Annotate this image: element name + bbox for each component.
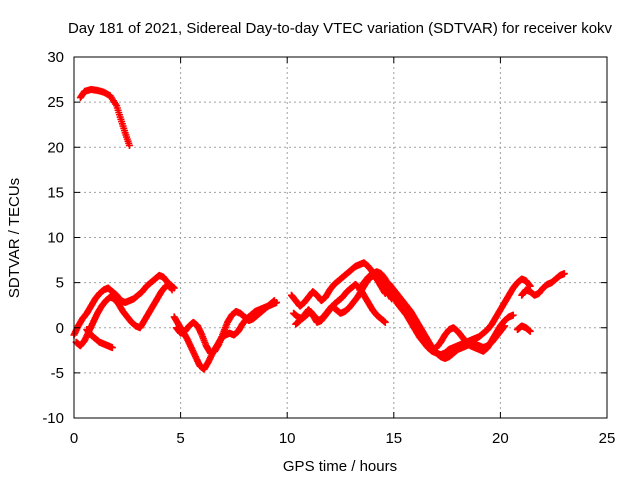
data-point (509, 311, 517, 319)
x-tick-label: 15 (385, 430, 402, 447)
y-tick-label: -5 (51, 365, 64, 382)
data-points (70, 85, 568, 373)
data-point (170, 284, 178, 292)
chart-title: Day 181 of 2021, Sidereal Day-to-day VTE… (68, 20, 613, 37)
series-track-2 (70, 271, 176, 339)
x-tick-label: 0 (70, 430, 78, 447)
series-track-12 (420, 311, 517, 355)
x-tick-label: 25 (599, 430, 616, 447)
y-tick-label: 25 (47, 94, 64, 111)
y-tick-label: -10 (42, 410, 64, 427)
series-track-1 (76, 85, 133, 149)
series-track-3 (72, 280, 178, 350)
x-tick-labels: 0 5 10 15 20 25 (70, 430, 616, 447)
data-point (526, 327, 534, 335)
y-tick-label: 15 (47, 184, 64, 201)
data-point (381, 318, 389, 326)
x-tick-label: 20 (492, 430, 509, 447)
y-tick-label: 10 (47, 230, 64, 247)
series-track-4 (83, 326, 116, 352)
series-track-13 (513, 322, 534, 335)
y-tick-label: 20 (47, 139, 64, 156)
y-tick-label: 0 (56, 320, 64, 337)
series-track-14 (518, 270, 568, 299)
data-point (108, 344, 116, 352)
data-point (270, 297, 278, 305)
y-axis-label: SDTVAR / TECUs (6, 178, 23, 298)
x-tick-label: 10 (279, 430, 296, 447)
axis-ticks (73, 56, 608, 419)
grid-lines (74, 57, 607, 418)
series-track-6 (172, 297, 278, 357)
x-axis-label: GPS time / hours (283, 458, 397, 475)
data-point (560, 270, 568, 278)
y-tick-label: 30 (47, 49, 64, 66)
y-tick-labels: -10 -5 0 5 10 15 20 25 30 (42, 49, 64, 427)
x-tick-label: 5 (176, 430, 184, 447)
data-point (125, 141, 133, 149)
y-tick-label: 5 (56, 275, 64, 292)
series-track-9 (292, 280, 389, 328)
